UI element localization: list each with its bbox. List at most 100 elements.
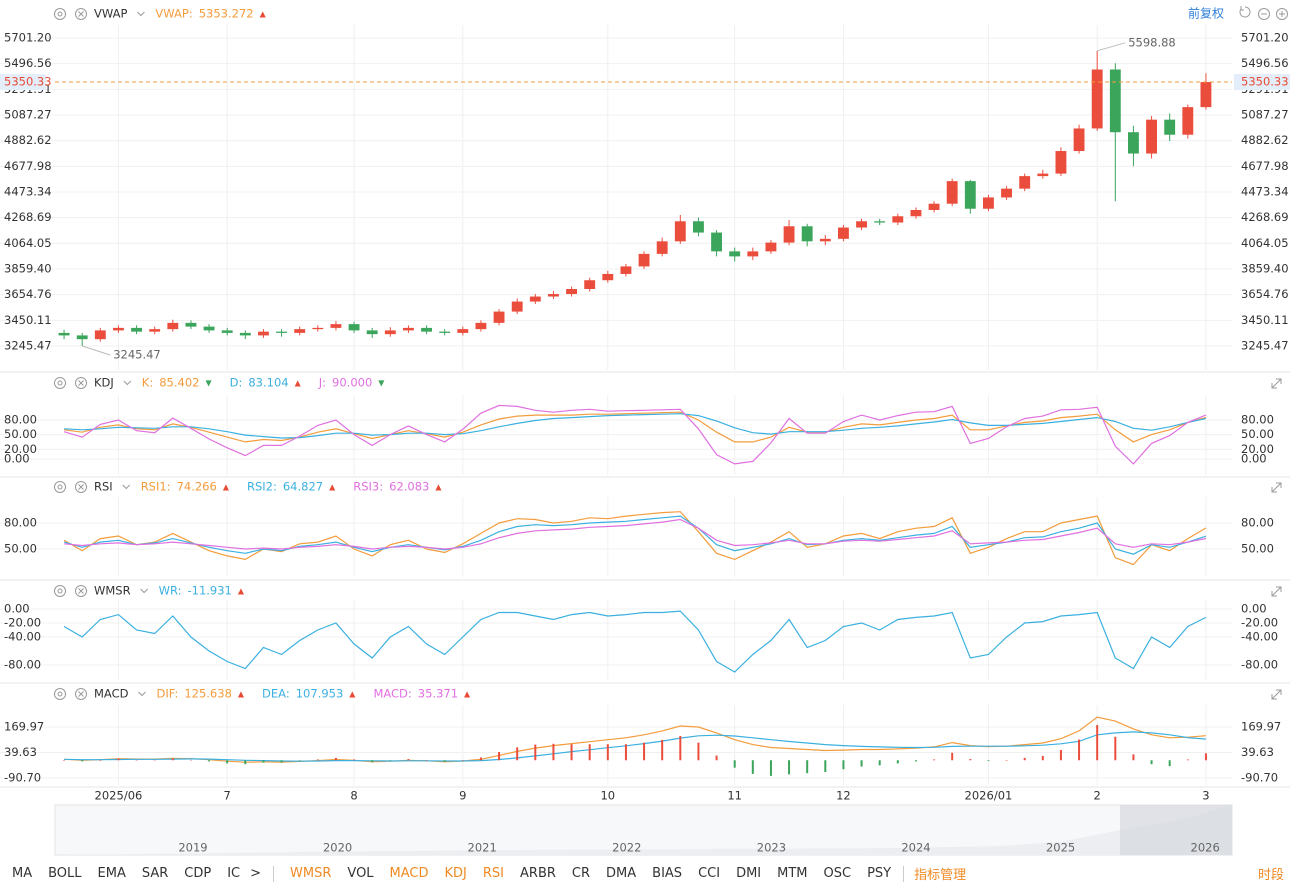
close-icon[interactable] xyxy=(75,377,87,389)
period-selector[interactable]: 时段 xyxy=(1257,868,1284,883)
last-price-box-right xyxy=(1234,74,1290,91)
settings-icon-core xyxy=(57,691,63,697)
histogram-bar xyxy=(208,760,211,762)
settings-icon[interactable] xyxy=(54,688,66,700)
x-tick-label: 3 xyxy=(1202,789,1209,803)
sub-indicator-tab[interactable]: MACD xyxy=(389,866,429,881)
navigator[interactable] xyxy=(54,804,1233,856)
readout-value: 125.638 xyxy=(184,687,232,701)
close-icon[interactable] xyxy=(75,585,87,597)
settings-icon[interactable] xyxy=(54,585,66,597)
candle-body xyxy=(747,251,759,257)
candle-body xyxy=(674,221,686,242)
more-tabs[interactable]: > xyxy=(250,866,262,881)
settings-icon[interactable] xyxy=(54,8,66,20)
y-tick-label: 5496.56 xyxy=(4,56,52,70)
readout-arrow: ▲ xyxy=(223,483,230,492)
adjust-mode[interactable]: 前复权 xyxy=(1188,6,1224,21)
indicator-title: VWAP xyxy=(94,7,127,21)
sub-indicator-tab[interactable]: KDJ xyxy=(444,866,467,881)
y-tick-label-right: 5087.27 xyxy=(1241,107,1289,121)
sub-indicator-tab[interactable]: VOL xyxy=(347,866,374,881)
candle-body xyxy=(602,273,614,281)
histogram-bar xyxy=(171,758,174,761)
readout-value: 35.371 xyxy=(418,687,458,701)
readout-value: 5353.272 xyxy=(199,7,254,21)
candle-body xyxy=(131,327,142,332)
candle-body xyxy=(638,253,650,267)
reset-icon[interactable] xyxy=(1239,6,1251,18)
sub-indicator-tab[interactable]: CR xyxy=(571,866,591,881)
navigator-window[interactable] xyxy=(1120,805,1232,855)
histogram-bar xyxy=(733,760,736,768)
sub-indicator-tab[interactable]: BIAS xyxy=(652,866,683,881)
histogram-bar xyxy=(1168,760,1171,767)
histogram-bar xyxy=(461,760,464,761)
histogram-bar xyxy=(443,760,446,762)
y-tick-label-right: 4064.05 xyxy=(1241,236,1289,250)
readout-arrow: ▲ xyxy=(329,483,336,492)
dropdown-caret[interactable] xyxy=(137,11,145,17)
close-icon[interactable] xyxy=(75,8,87,20)
candle-body xyxy=(258,331,269,336)
dropdown-caret[interactable] xyxy=(138,691,146,697)
readout-arrow: ▲ xyxy=(238,690,245,699)
histogram-bar xyxy=(334,757,337,761)
histogram-bar xyxy=(1114,736,1117,761)
sub-indicator-tab[interactable]: ARBR xyxy=(520,866,556,881)
candle-body xyxy=(1182,107,1194,135)
candle-body xyxy=(276,331,287,333)
expand-icon[interactable] xyxy=(1271,482,1282,493)
close-icon-cross xyxy=(78,484,84,490)
expand-icon[interactable] xyxy=(1271,378,1282,389)
sub-indicator-tab[interactable]: RSI xyxy=(482,866,505,881)
readout-arrow: ▲ xyxy=(464,690,471,699)
main-indicator-tab[interactable]: IC xyxy=(227,866,241,881)
expand-icon[interactable] xyxy=(1271,689,1282,700)
sub-indicator-tab[interactable]: MTM xyxy=(777,866,808,881)
high-annotation: 5598.88 xyxy=(1128,35,1176,49)
zoom-in[interactable] xyxy=(1276,8,1288,20)
y-tick-label-right: 80.00 xyxy=(1241,413,1274,427)
zoom-out[interactable] xyxy=(1258,8,1270,20)
settings-icon[interactable] xyxy=(54,481,66,493)
expand-icon[interactable] xyxy=(1271,586,1282,597)
readout-label: MACD: xyxy=(373,687,411,701)
y-tick-label-right: 4473.34 xyxy=(1241,185,1289,199)
candle-body xyxy=(384,330,396,335)
main-indicator-tab[interactable]: BOLL xyxy=(48,866,82,881)
histogram-bar xyxy=(189,759,192,761)
dropdown-caret[interactable] xyxy=(140,588,148,594)
sub-indicator-tab[interactable]: DMI xyxy=(736,866,762,881)
settings-icon-core xyxy=(57,484,63,490)
main-indicator-tab[interactable]: MA xyxy=(12,866,33,881)
dropdown-caret[interactable] xyxy=(122,484,131,490)
settings-icon-core xyxy=(57,588,63,594)
sub-indicator-tab[interactable]: WMSR xyxy=(290,866,332,881)
histogram-bar xyxy=(1005,760,1008,761)
candle-body xyxy=(620,266,632,274)
dropdown-caret[interactable] xyxy=(123,380,132,386)
sub-indicator-tab[interactable]: DMA xyxy=(606,866,637,881)
settings-icon[interactable] xyxy=(54,377,66,389)
y-tick-label-right: 4882.62 xyxy=(1241,133,1289,147)
zoom-controls[interactable] xyxy=(1239,6,1288,20)
indicator-line xyxy=(64,411,1207,443)
y-tick-label-right: 4268.69 xyxy=(1241,210,1289,224)
sub-indicator-tab[interactable]: CCI xyxy=(698,866,721,881)
main-indicator-tab[interactable]: EMA xyxy=(97,866,126,881)
y-tick-label-right: 39.63 xyxy=(1241,745,1274,759)
main-indicator-tab[interactable]: CDP xyxy=(184,866,212,881)
sub-indicator-tab[interactable]: PSY xyxy=(867,866,892,881)
sub-indicator-tab[interactable]: OSC xyxy=(823,866,852,881)
close-icon[interactable] xyxy=(75,688,87,700)
candle-body xyxy=(94,330,106,340)
main-indicator-tab[interactable]: SAR xyxy=(141,866,169,881)
close-icon[interactable] xyxy=(75,481,87,493)
y-tick-label: 4882.62 xyxy=(4,133,52,147)
y-tick-label: 50.00 xyxy=(4,542,37,556)
candle-body xyxy=(167,322,179,330)
y-tick-label: 3450.11 xyxy=(4,313,52,327)
indicator-manage[interactable]: 指标管理 xyxy=(914,868,967,883)
